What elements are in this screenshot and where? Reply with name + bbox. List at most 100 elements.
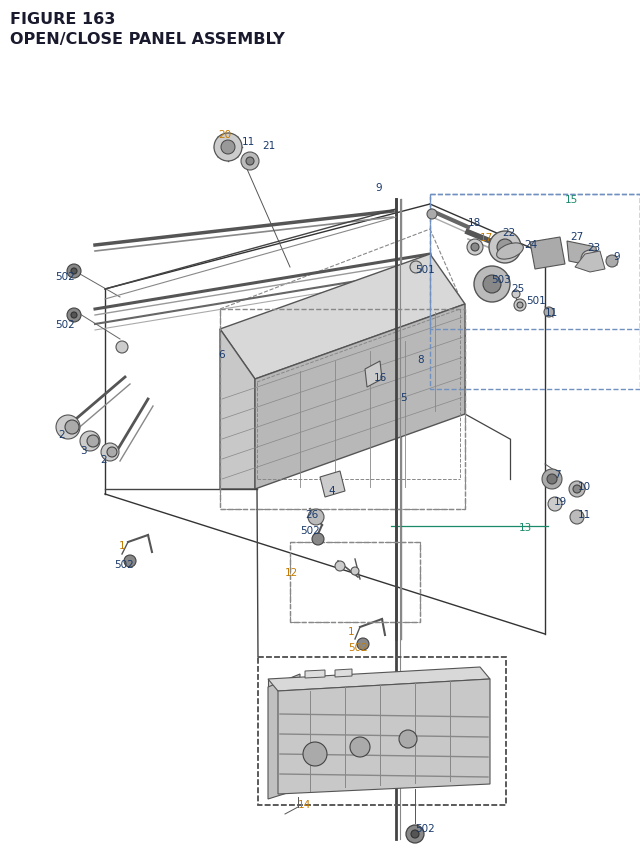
Circle shape (581, 251, 599, 269)
Circle shape (586, 256, 594, 263)
Circle shape (65, 420, 79, 435)
Polygon shape (268, 674, 300, 799)
Polygon shape (268, 679, 480, 687)
Circle shape (308, 510, 324, 525)
Text: 9: 9 (613, 251, 620, 262)
Text: 14: 14 (298, 799, 311, 809)
Circle shape (116, 342, 128, 354)
Text: 503: 503 (491, 275, 511, 285)
Text: 501: 501 (526, 295, 546, 306)
Text: 2: 2 (58, 430, 65, 439)
Circle shape (570, 511, 584, 524)
Text: 23: 23 (587, 243, 600, 253)
Text: 501: 501 (415, 264, 435, 275)
Bar (290, 542, 420, 623)
Bar (290, 542, 420, 623)
Circle shape (124, 555, 136, 567)
Circle shape (67, 264, 81, 279)
Text: 15: 15 (565, 195, 579, 205)
Circle shape (351, 567, 359, 575)
Circle shape (471, 244, 479, 251)
Polygon shape (408, 319, 442, 341)
Text: 26: 26 (305, 510, 318, 519)
Circle shape (56, 416, 80, 439)
Text: 25: 25 (511, 283, 524, 294)
Circle shape (399, 730, 417, 748)
Polygon shape (220, 255, 465, 380)
Circle shape (335, 561, 345, 572)
Text: 17: 17 (480, 232, 493, 243)
Circle shape (542, 469, 562, 489)
Polygon shape (220, 330, 255, 489)
Ellipse shape (497, 244, 524, 260)
Circle shape (467, 239, 483, 256)
Polygon shape (320, 472, 345, 498)
Circle shape (547, 474, 557, 485)
Circle shape (71, 269, 77, 275)
Polygon shape (305, 670, 325, 678)
Bar (430, 195, 640, 330)
Text: 10: 10 (578, 481, 591, 492)
Text: 24: 24 (524, 239, 537, 250)
Circle shape (411, 830, 419, 838)
Text: 502: 502 (300, 525, 320, 536)
Circle shape (569, 481, 585, 498)
Text: 11: 11 (578, 510, 591, 519)
Text: FIGURE 163: FIGURE 163 (10, 12, 115, 27)
Circle shape (241, 152, 259, 170)
Circle shape (101, 443, 119, 461)
Circle shape (87, 436, 99, 448)
Circle shape (80, 431, 100, 451)
Bar (430, 195, 640, 389)
Text: 13: 13 (519, 523, 532, 532)
Text: 21: 21 (262, 141, 275, 151)
Circle shape (312, 533, 324, 545)
Text: 5: 5 (400, 393, 406, 403)
Bar (220, 310, 465, 510)
Text: 20: 20 (218, 130, 231, 139)
Text: 22: 22 (502, 228, 515, 238)
Circle shape (71, 313, 77, 319)
Circle shape (474, 267, 510, 303)
Text: OPEN/CLOSE PANEL ASSEMBLY: OPEN/CLOSE PANEL ASSEMBLY (10, 32, 285, 47)
Circle shape (357, 638, 369, 650)
Polygon shape (335, 669, 352, 678)
Circle shape (67, 308, 81, 323)
Polygon shape (567, 242, 598, 268)
Circle shape (221, 141, 235, 155)
Polygon shape (575, 251, 605, 273)
Circle shape (483, 276, 501, 294)
Circle shape (246, 158, 254, 166)
Circle shape (489, 232, 521, 263)
Circle shape (514, 300, 526, 312)
Polygon shape (268, 667, 490, 691)
Text: 502: 502 (55, 272, 75, 282)
Circle shape (548, 498, 562, 511)
Circle shape (107, 448, 117, 457)
Circle shape (303, 742, 327, 766)
Circle shape (410, 262, 422, 274)
Text: 9: 9 (375, 183, 381, 193)
Polygon shape (278, 679, 490, 794)
Text: 502: 502 (114, 560, 134, 569)
Text: 502: 502 (415, 823, 435, 833)
Circle shape (606, 256, 618, 268)
Text: 12: 12 (285, 567, 298, 578)
Circle shape (214, 133, 242, 162)
Text: 4: 4 (328, 486, 335, 495)
Text: 8: 8 (417, 355, 424, 364)
Text: 11: 11 (242, 137, 255, 147)
Polygon shape (530, 238, 565, 269)
Polygon shape (365, 362, 382, 387)
Polygon shape (255, 305, 465, 489)
Text: 3: 3 (80, 445, 86, 455)
Text: 502: 502 (348, 642, 368, 653)
Bar (258, 657, 506, 805)
Bar (258, 657, 506, 805)
Circle shape (573, 486, 581, 493)
Circle shape (406, 825, 424, 843)
Text: 19: 19 (554, 497, 567, 506)
Circle shape (544, 307, 554, 318)
Text: 6: 6 (218, 350, 225, 360)
Circle shape (350, 737, 370, 757)
